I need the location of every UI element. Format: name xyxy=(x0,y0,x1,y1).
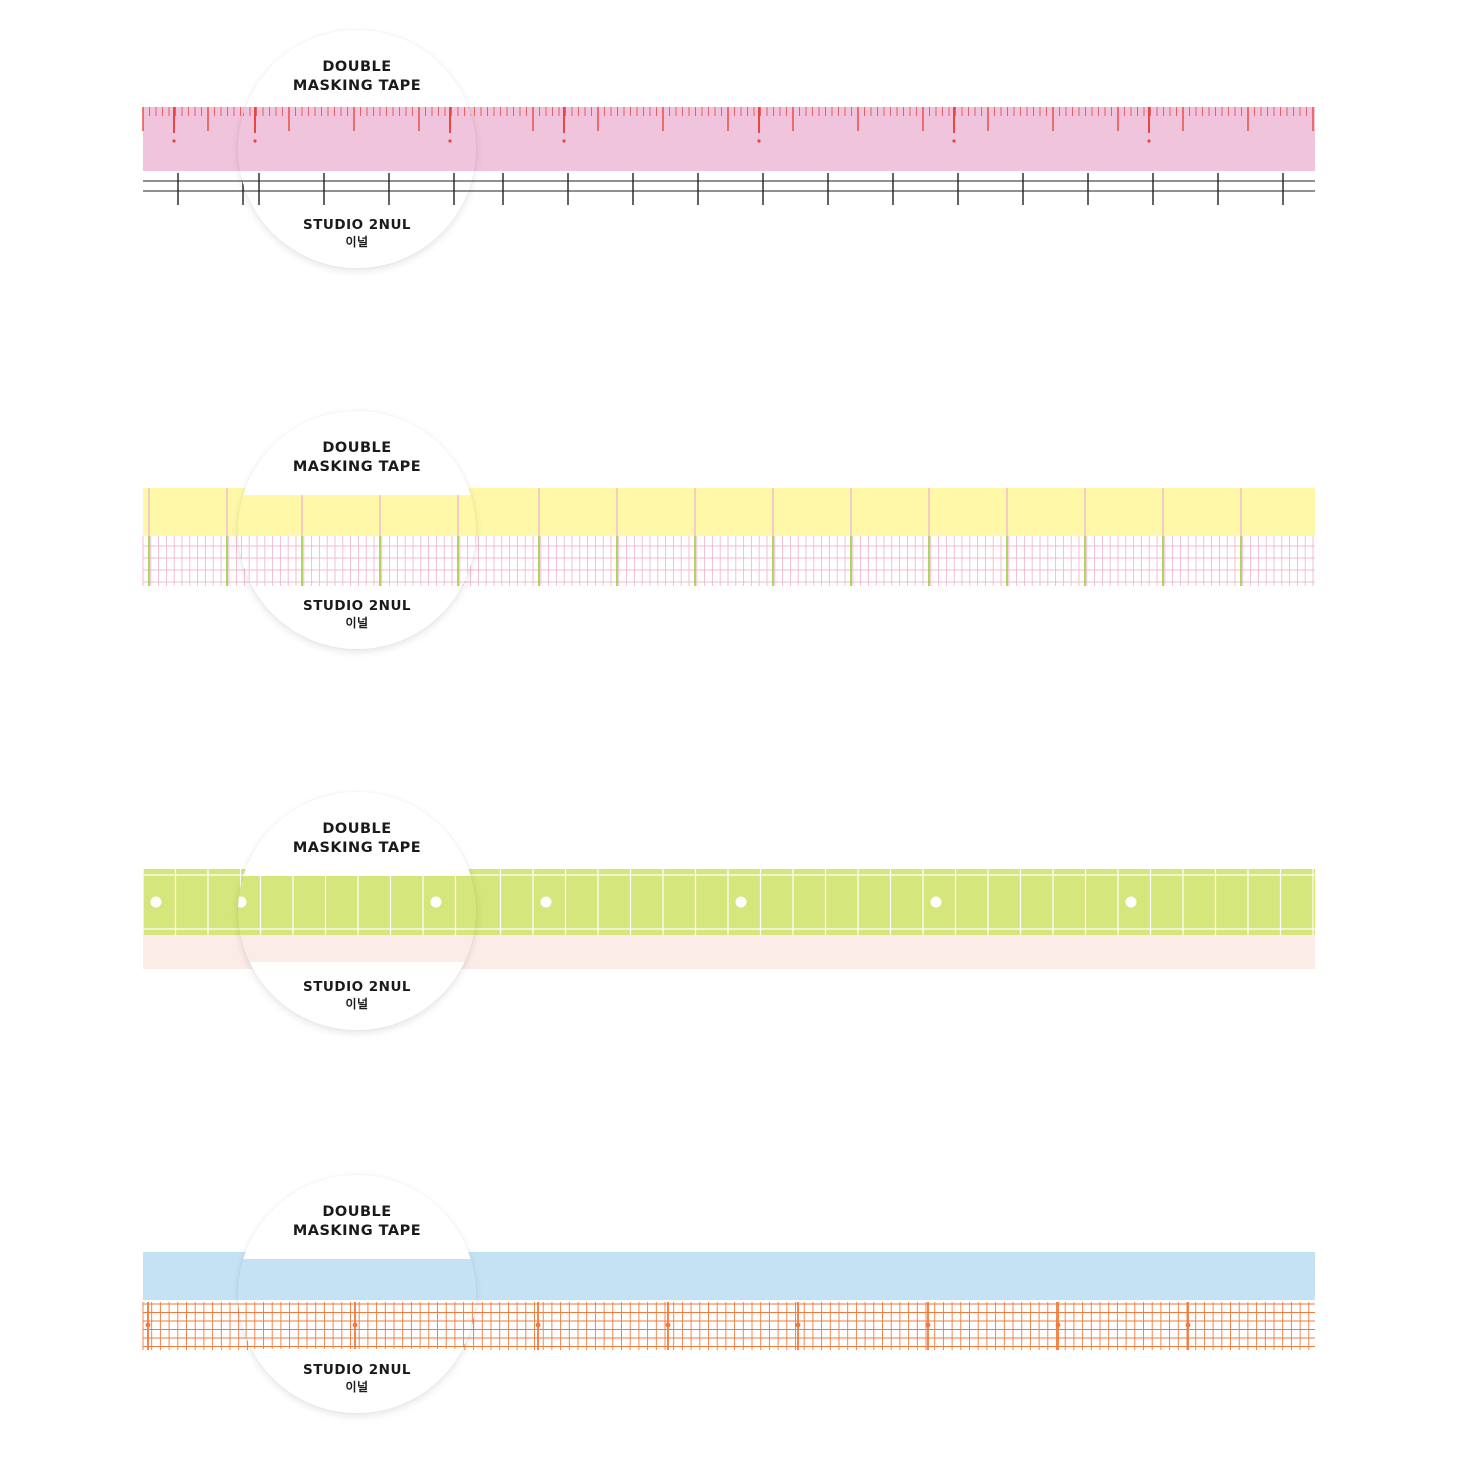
roll-brand-name: STUDIO 2NUL xyxy=(302,598,412,614)
roll-title-line2: MASKING TAPE xyxy=(292,840,422,856)
grid-dot xyxy=(1185,1322,1191,1328)
roll-title: DOUBLE MASKING TAPE xyxy=(238,58,476,96)
roll-title-line2: MASKING TAPE xyxy=(292,78,422,94)
dot xyxy=(150,896,162,908)
roll-cap-bottom xyxy=(238,587,476,649)
tape-roll: DOUBLE MASKING TAPE STUDIO 2NUL 이널 xyxy=(238,30,476,268)
grid-dot xyxy=(352,1322,358,1328)
tape-roll: DOUBLE MASKING TAPE STUDIO 2NUL 이널 xyxy=(238,411,476,649)
roll-tape-view xyxy=(238,495,476,586)
ruler-dot xyxy=(952,139,956,143)
roll-title-line1: DOUBLE xyxy=(322,59,392,75)
pink-ruler-tape: DOUBLE MASKING TAPE STUDIO 2NUL 이널 xyxy=(0,30,1460,310)
ruler-dot xyxy=(562,139,566,143)
tape-top-band xyxy=(238,876,476,935)
grid-dot xyxy=(535,1322,541,1328)
roll-cap-top xyxy=(238,792,476,876)
roll-title: DOUBLE MASKING TAPE xyxy=(238,1203,476,1241)
roll-title: DOUBLE MASKING TAPE xyxy=(238,820,476,858)
roll-title: DOUBLE MASKING TAPE xyxy=(238,439,476,477)
roll-title-line1: DOUBLE xyxy=(322,1204,392,1220)
roll-cap-bottom xyxy=(238,1349,476,1413)
tape-bottom-band xyxy=(238,935,476,962)
roll-cap-top xyxy=(238,411,476,495)
grid-dot xyxy=(665,1322,671,1328)
roll-brand-korean: 이널 xyxy=(345,997,369,1011)
roll-tape-view xyxy=(238,1259,476,1349)
grid-dot xyxy=(145,1322,151,1328)
roll-brand: STUDIO 2NUL 이널 xyxy=(238,597,476,631)
tape-bottom-band xyxy=(238,536,476,586)
grid-dot xyxy=(1055,1322,1061,1328)
roll-cap-top xyxy=(238,30,476,106)
roll-window xyxy=(238,495,476,587)
roll-title-line1: DOUBLE xyxy=(322,821,392,837)
ruler-dot xyxy=(172,139,176,143)
tape-roll: DOUBLE MASKING TAPE STUDIO 2NUL 이널 xyxy=(238,792,476,1030)
yellow-grid-tape: DOUBLE MASKING TAPE STUDIO 2NUL 이널 xyxy=(0,411,1460,691)
grid-dot xyxy=(925,1322,931,1328)
grid-dot xyxy=(795,1322,801,1328)
tape-top-band xyxy=(238,1259,476,1300)
ruler-dot xyxy=(253,139,257,143)
green-dot-tape: DOUBLE MASKING TAPE STUDIO 2NUL 이널 xyxy=(0,792,1460,1072)
dot xyxy=(1125,896,1137,908)
roll-cap-top xyxy=(238,1175,476,1259)
roll-brand-korean: 이널 xyxy=(345,616,369,630)
roll-window xyxy=(238,1259,476,1349)
roll-cap-bottom xyxy=(238,206,476,268)
ruler-dot xyxy=(448,139,452,143)
blue-orange-grid-tape: DOUBLE MASKING TAPE STUDIO 2NUL 이널 xyxy=(0,1175,1460,1455)
tape-bottom-band xyxy=(238,171,476,206)
roll-window xyxy=(238,876,476,962)
roll-brand: STUDIO 2NUL 이널 xyxy=(238,1361,476,1395)
roll-brand-name: STUDIO 2NUL xyxy=(302,217,412,233)
roll-brand-name: STUDIO 2NUL xyxy=(302,979,412,995)
roll-title-line2: MASKING TAPE xyxy=(292,1223,422,1239)
roll-brand-korean: 이널 xyxy=(345,1380,369,1394)
roll-cap-bottom xyxy=(238,962,476,1030)
tape-top-band xyxy=(238,107,476,171)
roll-title-line1: DOUBLE xyxy=(322,440,392,456)
roll-brand-korean: 이널 xyxy=(345,235,369,249)
roll-brand: STUDIO 2NUL 이널 xyxy=(238,978,476,1012)
dot xyxy=(238,896,247,908)
roll-tape-view xyxy=(238,876,476,962)
ruler-dot xyxy=(1147,139,1151,143)
dot xyxy=(430,896,442,908)
roll-window xyxy=(238,106,476,206)
ruler-dot xyxy=(757,139,761,143)
dot xyxy=(540,896,552,908)
tape-roll: DOUBLE MASKING TAPE STUDIO 2NUL 이널 xyxy=(238,1175,476,1413)
tape-top-band xyxy=(238,495,476,536)
roll-brand-name: STUDIO 2NUL xyxy=(302,1362,412,1378)
roll-brand: STUDIO 2NUL 이널 xyxy=(238,216,476,250)
roll-tape-view xyxy=(238,107,476,206)
dot xyxy=(735,896,747,908)
roll-title-line2: MASKING TAPE xyxy=(292,459,422,475)
dot xyxy=(930,896,942,908)
